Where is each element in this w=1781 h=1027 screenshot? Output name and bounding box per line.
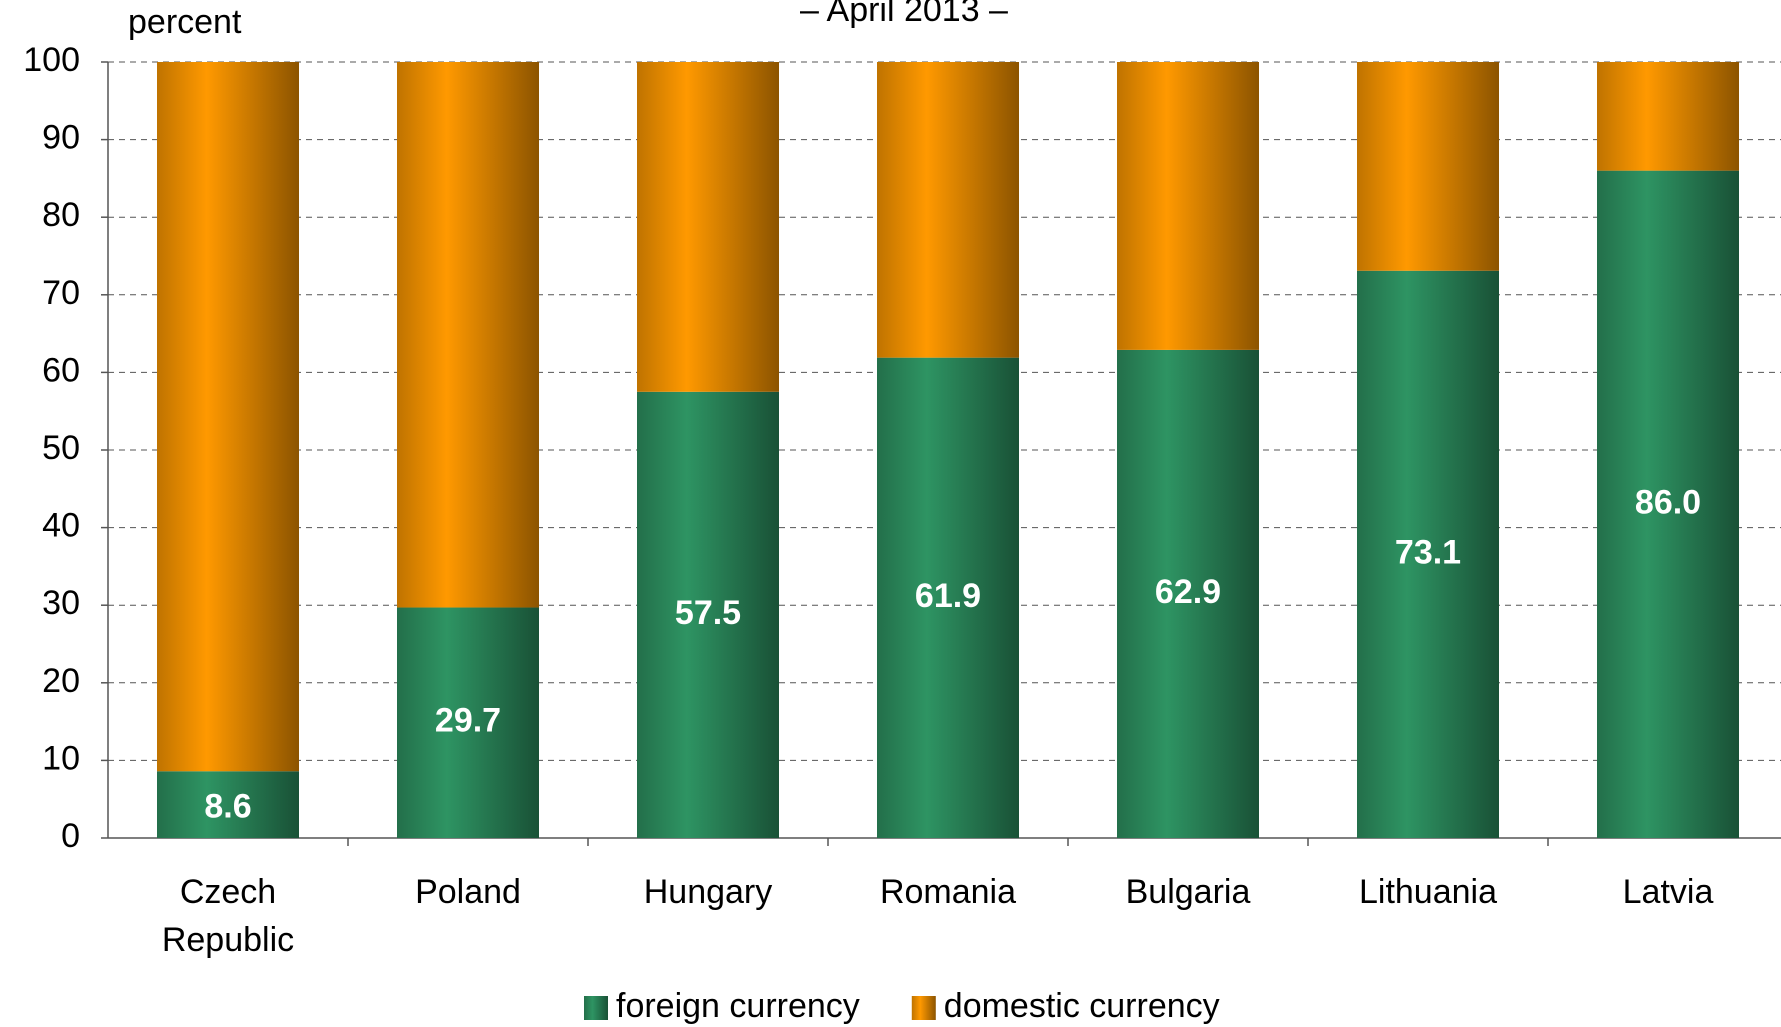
bar-segment bbox=[1117, 62, 1259, 350]
data-label: 62.9 bbox=[1155, 573, 1221, 611]
bar-segment bbox=[637, 391, 779, 838]
y-tick-label: 10 bbox=[42, 739, 80, 777]
bar-segment bbox=[1597, 62, 1739, 171]
legend-swatch bbox=[584, 996, 608, 1020]
data-label: 57.5 bbox=[675, 594, 741, 632]
y-axis-label: percent bbox=[128, 3, 242, 41]
bar-segment bbox=[877, 357, 1019, 838]
x-tick-label: Romania bbox=[880, 873, 1016, 911]
bar-segment bbox=[1117, 349, 1259, 838]
y-tick-label: 100 bbox=[23, 41, 80, 79]
x-tick-label: Czech Republic bbox=[162, 873, 294, 959]
y-tick-label: 90 bbox=[42, 119, 80, 157]
bar-segment bbox=[877, 62, 1019, 358]
data-label: 61.9 bbox=[915, 577, 981, 615]
data-label: 29.7 bbox=[435, 702, 501, 740]
legend-label: domestic currency bbox=[944, 987, 1220, 1025]
x-tick-label: Poland bbox=[415, 873, 521, 911]
y-tick-label: 60 bbox=[42, 351, 80, 389]
bar-segment bbox=[157, 771, 299, 838]
legend-swatch bbox=[911, 996, 936, 1020]
y-tick-label: 50 bbox=[42, 429, 80, 467]
y-tick-label: 30 bbox=[42, 584, 80, 622]
data-label: 73.1 bbox=[1395, 533, 1461, 571]
x-tick-label: Latvia bbox=[1623, 873, 1714, 911]
data-label: 8.6 bbox=[204, 788, 251, 826]
x-tick-label: Hungary bbox=[644, 873, 773, 911]
bar-segment bbox=[1597, 170, 1739, 838]
x-tick-label: Lithuania bbox=[1359, 873, 1497, 911]
bar-segment bbox=[637, 62, 779, 392]
data-label: 86.0 bbox=[1635, 483, 1701, 521]
bar-segment bbox=[1357, 270, 1499, 838]
y-tick-label: 40 bbox=[42, 507, 80, 545]
x-tick-label: Bulgaria bbox=[1126, 873, 1251, 911]
chart-subtitle: – April 2013 – bbox=[800, 0, 1008, 29]
y-tick-label: 20 bbox=[42, 662, 80, 700]
bar-segment bbox=[397, 62, 539, 608]
bar-segment bbox=[397, 607, 539, 838]
bar-segment bbox=[1357, 62, 1499, 271]
y-tick-label: 0 bbox=[61, 817, 80, 855]
legend-label: foreign currency bbox=[616, 987, 860, 1025]
y-tick-label: 80 bbox=[42, 196, 80, 234]
y-tick-label: 70 bbox=[42, 274, 80, 312]
bar-segment bbox=[157, 62, 299, 772]
